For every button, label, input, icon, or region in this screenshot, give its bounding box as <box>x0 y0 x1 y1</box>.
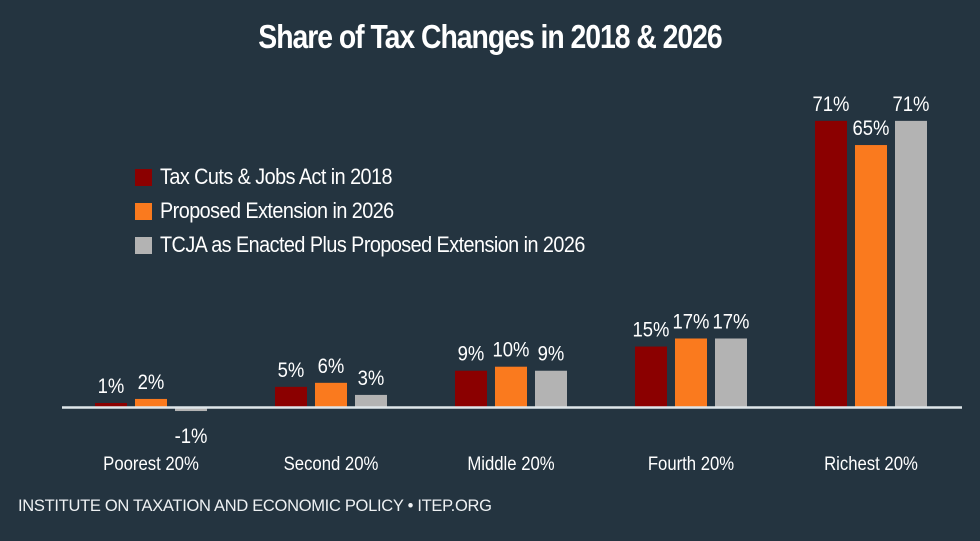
bar-0-1 <box>275 386 307 407</box>
bar-1-1 <box>315 382 347 407</box>
category-label: Fourth 20% <box>648 453 734 474</box>
legend-swatch <box>135 168 152 186</box>
data-label: -1% <box>175 425 208 448</box>
data-label: 17% <box>673 310 710 333</box>
source-footer: INSTITUTE ON TAXATION AND ECONOMIC POLIC… <box>18 497 492 515</box>
data-label: 3% <box>358 367 385 390</box>
category-label: Poorest 20% <box>103 453 199 474</box>
data-label: 9% <box>538 343 565 366</box>
bar-1-0 <box>135 398 167 407</box>
data-label: 1% <box>98 375 125 398</box>
bar-1-4 <box>855 145 887 408</box>
category-label: Middle 20% <box>467 453 554 474</box>
legend: Tax Cuts & Jobs Act in 2018 Proposed Ext… <box>135 160 632 262</box>
bar-1-3 <box>675 338 707 407</box>
data-label: 65% <box>853 117 890 140</box>
category-label: Richest 20% <box>824 453 918 474</box>
data-label: 17% <box>713 310 750 333</box>
legend-item-tcja-2018: Tax Cuts & Jobs Act in 2018 <box>135 160 632 194</box>
bar-2-4 <box>895 120 927 408</box>
bar-0-2 <box>455 370 487 407</box>
category-label: Second 20% <box>284 453 379 474</box>
bar-0-3 <box>635 346 667 407</box>
data-label: 15% <box>633 319 670 342</box>
legend-swatch <box>135 236 152 254</box>
data-label: 10% <box>493 339 530 362</box>
legend-swatch <box>135 202 152 220</box>
bar-0-0 <box>95 402 127 407</box>
bar-2-0 <box>175 407 207 412</box>
bar-2-3 <box>715 338 747 407</box>
bar-1-2 <box>495 366 527 407</box>
data-label: 6% <box>318 355 345 378</box>
legend-item-combined-2026: TCJA as Enacted Plus Proposed Extension … <box>135 228 632 262</box>
bar-2-1 <box>355 394 387 407</box>
bar-2-2 <box>535 370 567 407</box>
legend-label: Proposed Extension in 2026 <box>160 198 394 223</box>
bar-0-4 <box>815 120 847 408</box>
data-label: 71% <box>893 93 930 116</box>
data-label: 5% <box>278 359 305 382</box>
legend-item-extension-2026: Proposed Extension in 2026 <box>135 194 632 228</box>
data-label: 71% <box>813 93 850 116</box>
chart-title: Share of Tax Changes in 2018 & 2026 <box>258 18 722 55</box>
data-label: 2% <box>138 371 165 394</box>
data-label: 9% <box>458 343 485 366</box>
legend-label: Tax Cuts & Jobs Act in 2018 <box>160 164 393 189</box>
legend-label: TCJA as Enacted Plus Proposed Extension … <box>160 232 585 257</box>
